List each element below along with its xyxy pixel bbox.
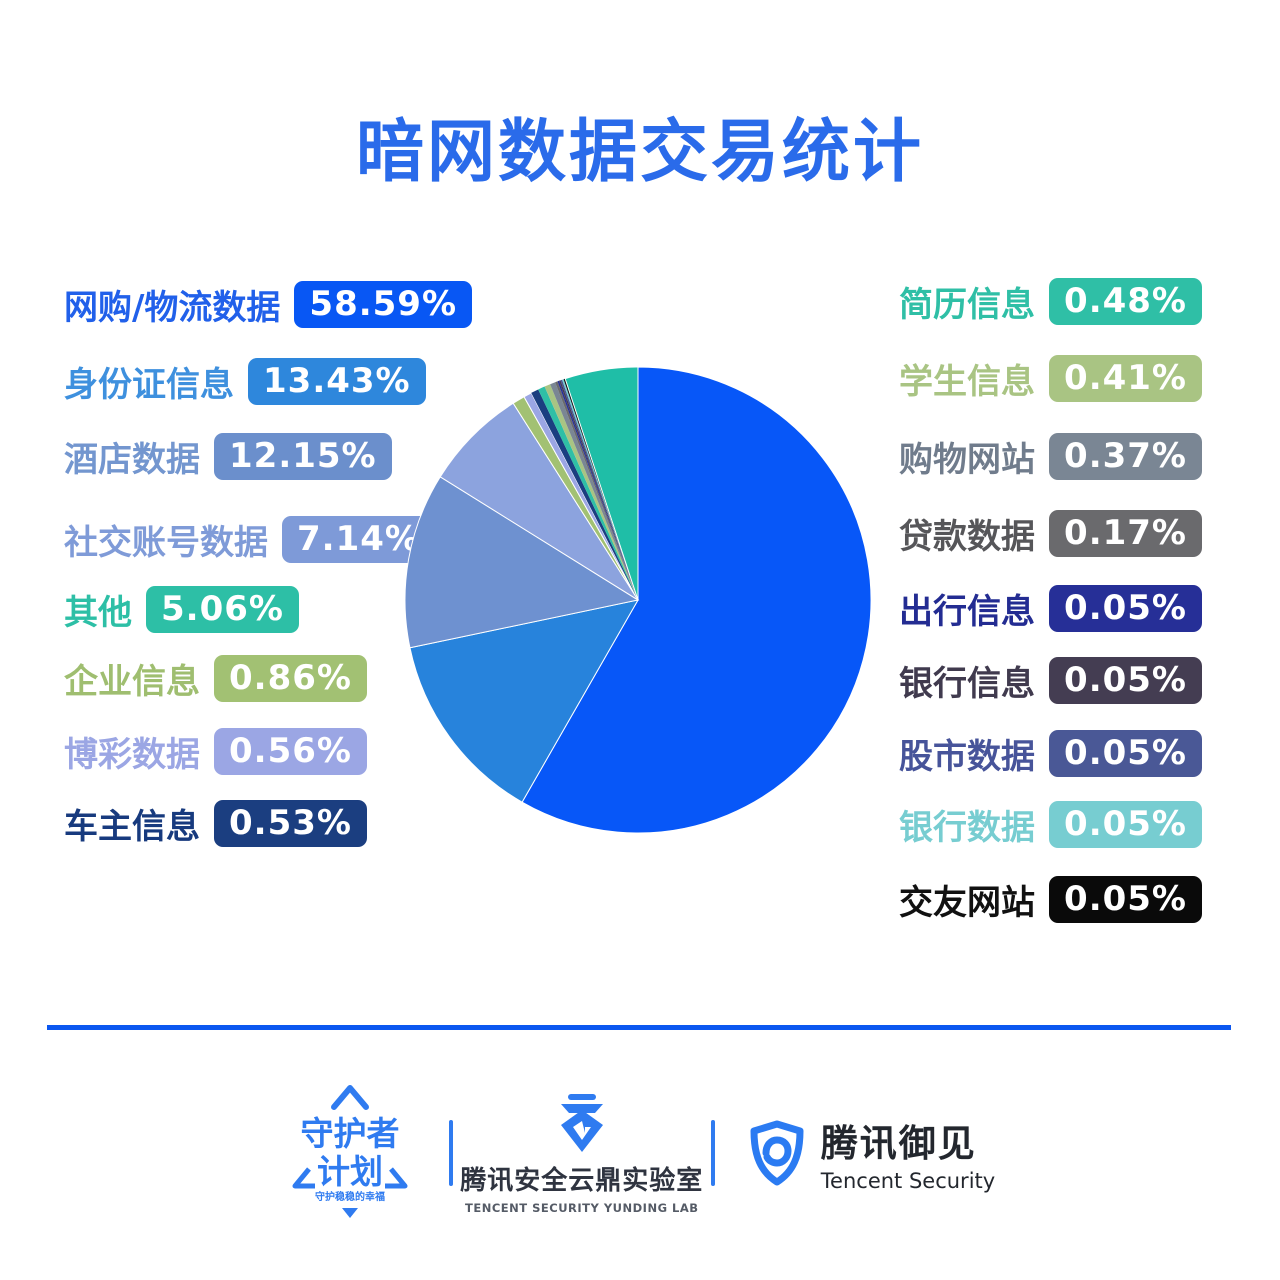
legend-item: 股市数据 0.05% [899, 729, 1202, 777]
legend-value-badge: 5.06% [146, 585, 299, 633]
legend-label: 博彩数据 [64, 734, 200, 775]
legend-value-badge: 0.53% [214, 799, 367, 847]
legend-item: 贷款数据 0.17% [899, 509, 1202, 557]
legend-label: 出行信息 [899, 591, 1036, 632]
legend-item: 网购/物流数据 58.59% [64, 280, 473, 328]
page-title: 暗网数据交易统计 [355, 113, 924, 192]
legend-item: 学生信息 0.41% [899, 354, 1202, 402]
yujian-name: 腾讯御见 [820, 1122, 977, 1165]
svg-text:守护稳稳的幸福: 守护稳稳的幸福 [315, 1190, 385, 1203]
footer: 守护者 计划 守护稳稳的幸福 腾讯安全云鼎实验室 TENCENT SECURIT… [0, 1078, 1280, 1228]
legend-item: 简历信息 0.48% [899, 277, 1202, 325]
legend-value-badge: 13.43% [248, 357, 426, 405]
legend-label: 学生信息 [899, 361, 1036, 402]
pie-slice [405, 476, 640, 649]
legend-value-badge: 12.15% [214, 432, 392, 480]
pie-slice [562, 379, 638, 600]
legend-label: 酒店数据 [64, 439, 200, 480]
pie-slice [523, 392, 639, 601]
divider-line [47, 1025, 1231, 1030]
pie-slice [521, 367, 871, 833]
legend-label: 社交账号数据 [64, 522, 268, 563]
legend-value-badge: 0.05% [1049, 656, 1202, 704]
svg-text:守护者: 守护者 [300, 1114, 399, 1153]
legend-value-badge: 0.05% [1049, 875, 1202, 923]
legend-label: 车主信息 [64, 806, 200, 847]
legend-label: 简历信息 [899, 284, 1036, 325]
legend-value-badge: 0.05% [1049, 729, 1202, 777]
tencent-security-shield-icon [750, 1120, 804, 1186]
legend-item: 身份证信息 13.43% [64, 357, 426, 405]
legend-item: 出行信息 0.05% [899, 584, 1202, 632]
legend-value-badge: 0.05% [1049, 584, 1202, 632]
legend-value-badge: 0.86% [214, 654, 367, 702]
yunding-cloud-icon [560, 1093, 603, 1152]
yunding-lab-name-en: TENCENT SECURITY YUNDING LAB [465, 1200, 699, 1215]
legend-value-badge: 0.56% [214, 727, 367, 775]
legend-label: 其他 [64, 592, 132, 633]
tencent-yujian-logo-block: 腾讯御见 Tencent Security [749, 1113, 995, 1193]
legend-label: 贷款数据 [899, 516, 1036, 557]
yunding-lab-name: 腾讯安全云鼎实验室 [460, 1165, 704, 1196]
legend-value-badge: 0.41% [1049, 354, 1202, 402]
legend-item: 银行数据 0.05% [899, 800, 1202, 848]
footer-divider [448, 1120, 453, 1186]
pie-slice [531, 389, 638, 600]
pie-slice [538, 386, 638, 600]
legend-value-badge: 0.17% [1049, 509, 1202, 557]
legend-item: 社交账号数据 7.14% [64, 515, 435, 563]
pie-slice [555, 381, 638, 600]
legend-item: 其他 5.06% [64, 585, 299, 633]
pie-slice [559, 380, 638, 600]
pie-slice [550, 382, 638, 600]
legend-item: 银行信息 0.05% [899, 656, 1202, 704]
legend-item: 车主信息 0.53% [64, 799, 367, 847]
yujian-name-en: Tencent Security [820, 1169, 996, 1193]
legend-value-badge: 58.59% [294, 280, 473, 328]
legend-value-badge: 0.37% [1049, 432, 1202, 480]
pie-slice [564, 367, 639, 601]
legend-item: 交友网站 0.05% [899, 875, 1202, 923]
legend-item: 酒店数据 12.15% [64, 432, 392, 480]
guardian-plan-logo: 守护者 计划 守护稳稳的幸福 [292, 1085, 408, 1218]
legend-value-badge: 0.48% [1049, 277, 1202, 325]
legend-label: 网购/物流数据 [64, 287, 281, 328]
legend-label: 身份证信息 [64, 364, 234, 405]
svg-text:计划: 计划 [317, 1152, 383, 1191]
legend-label: 交友网站 [899, 882, 1036, 923]
legend-item: 购物网站 0.37% [899, 432, 1202, 480]
legend-item: 企业信息 0.86% [64, 654, 367, 702]
legend-label: 股市数据 [899, 736, 1036, 777]
pie-slice [560, 379, 638, 600]
yunding-lab-logo-block: 腾讯安全云鼎实验室 TENCENT SECURITY YUNDING LAB [460, 1092, 702, 1215]
pie-chart [405, 367, 871, 833]
legend-label: 企业信息 [64, 661, 200, 702]
legend-item: 博彩数据 0.56% [64, 727, 367, 775]
legend-value-badge: 0.05% [1049, 800, 1202, 848]
pie-slice [439, 402, 639, 601]
footer-divider [710, 1120, 715, 1186]
legend-label: 购物网站 [899, 439, 1036, 480]
pie-slice [557, 380, 638, 600]
pie-slice [409, 599, 639, 803]
pie-slice [544, 384, 638, 600]
legend-label: 银行信息 [899, 663, 1036, 704]
legend-label: 银行数据 [899, 807, 1036, 848]
